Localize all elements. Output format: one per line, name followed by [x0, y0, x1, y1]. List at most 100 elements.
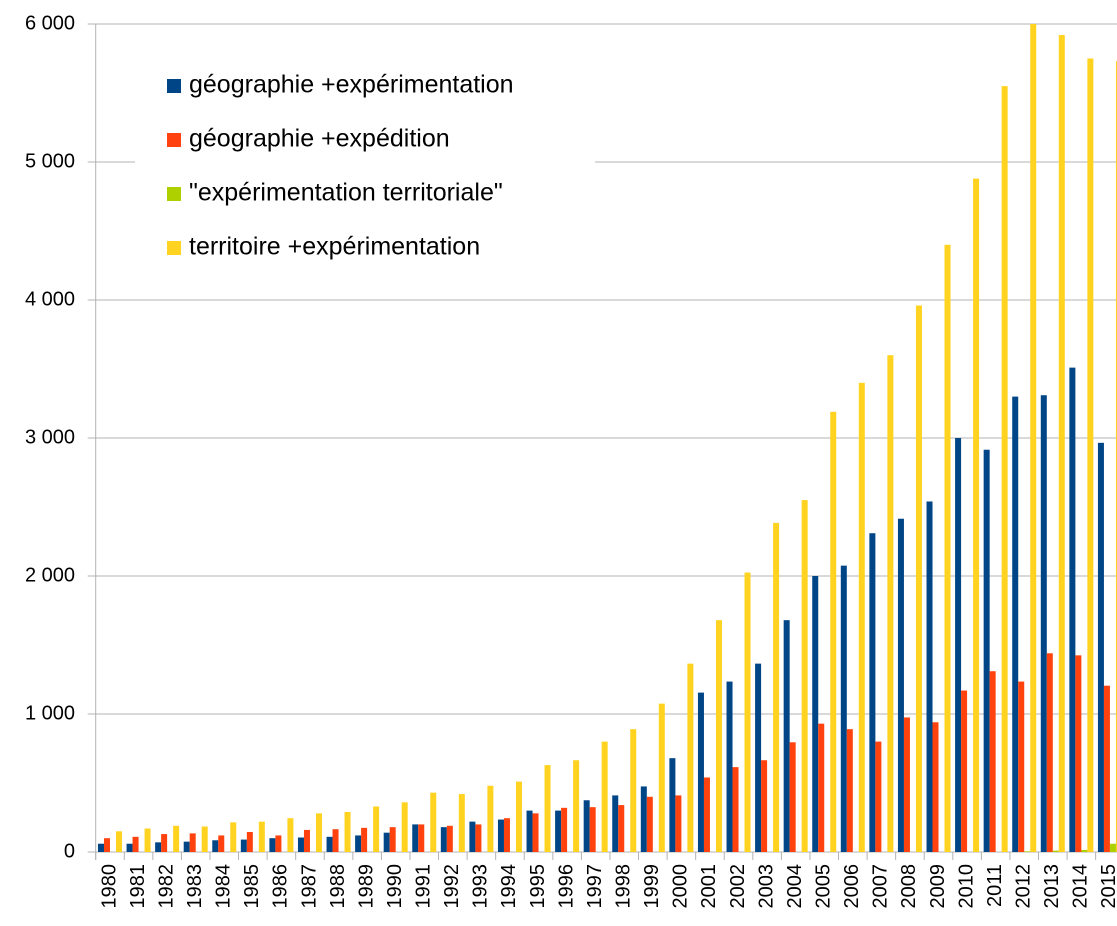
legend: géographie +expérimentation géographie +e… [167, 71, 514, 261]
bar [630, 729, 637, 852]
bar [389, 827, 396, 852]
bar [944, 244, 951, 853]
bar [373, 806, 380, 852]
x-tick-label: 1997 [584, 864, 606, 909]
bar [469, 821, 476, 852]
bar [675, 795, 682, 852]
x-tick-label: 1982 [155, 864, 177, 909]
y-tick-label: 3 000 [25, 426, 75, 448]
bar [230, 822, 237, 852]
bar [915, 305, 922, 852]
y-tick-label: 0 [64, 840, 75, 862]
bar [1046, 653, 1053, 852]
bar [155, 842, 162, 852]
bar [601, 741, 608, 852]
x-tick-label: 1993 [470, 864, 492, 909]
x-tick-label: 1981 [127, 864, 149, 909]
bar [1115, 61, 1117, 852]
bar [658, 703, 665, 852]
bar [761, 760, 768, 852]
bar [526, 810, 533, 852]
bar [326, 836, 333, 852]
bar [1058, 35, 1065, 853]
x-tick-label: 2014 [1070, 864, 1092, 909]
legend-label: géographie +expérimentation [189, 71, 514, 99]
x-tick-label: 2012 [1013, 864, 1035, 909]
bar [430, 792, 437, 852]
bar [830, 411, 837, 852]
bar [189, 833, 196, 852]
bar [161, 834, 168, 852]
x-tick-label: 2009 [927, 864, 949, 909]
bar [297, 837, 304, 852]
bar [458, 794, 465, 852]
bar [1030, 24, 1037, 852]
bar [532, 813, 539, 852]
bar [1001, 86, 1008, 853]
bar [246, 831, 253, 852]
bar [589, 807, 596, 852]
bar [961, 690, 968, 852]
x-tick-label: 1984 [213, 864, 235, 909]
bar [418, 824, 425, 852]
x-tick-label: 2003 [755, 864, 777, 909]
x-tick-label: 2008 [898, 864, 920, 909]
bar [497, 819, 504, 852]
bar [1018, 681, 1025, 852]
legend-label: "expérimentation territoriale" [189, 179, 503, 207]
x-tick-label: 2011 [984, 864, 1006, 907]
bar [869, 533, 876, 852]
bar [783, 620, 790, 852]
bar [173, 825, 180, 852]
x-tick-label: 1991 [413, 864, 435, 909]
bar [1052, 850, 1059, 852]
bar [1040, 395, 1047, 852]
bar [1097, 442, 1104, 852]
bar [218, 835, 225, 852]
bar [287, 818, 294, 852]
x-tick-label: 1987 [298, 864, 320, 909]
bar [612, 795, 619, 852]
bar [515, 781, 522, 852]
bar [144, 828, 151, 852]
bar [440, 827, 447, 852]
legend-swatch [167, 241, 181, 255]
bar [103, 838, 110, 852]
bar [132, 836, 139, 852]
x-tick-label: 2001 [698, 864, 720, 909]
x-tick-label: 1990 [384, 864, 406, 909]
bar [212, 840, 219, 852]
bar [773, 522, 780, 852]
legend-swatch [167, 187, 181, 201]
bar [315, 813, 322, 852]
legend-label: géographie +expédition [189, 125, 450, 153]
bar [687, 663, 694, 852]
x-tick-label: 2004 [784, 864, 806, 909]
bar [383, 832, 390, 852]
bar [1109, 843, 1116, 852]
bar [744, 572, 751, 852]
bar [669, 758, 676, 852]
bar [561, 807, 568, 852]
bar [1087, 58, 1094, 852]
bar [646, 796, 653, 852]
bar [183, 841, 190, 852]
x-tick-label: 2006 [841, 864, 863, 909]
x-tick-label: 2015 [1098, 864, 1117, 909]
bar [755, 663, 762, 852]
x-tick-label: 1988 [327, 864, 349, 909]
bar [97, 843, 104, 852]
bar [846, 729, 853, 852]
bar [932, 722, 939, 852]
bar [555, 810, 562, 852]
bar [1075, 655, 1082, 852]
y-tick-label: 1 000 [25, 702, 75, 724]
bar [732, 767, 739, 852]
x-tick-label: 1985 [241, 864, 263, 909]
bar [715, 620, 722, 852]
bar [703, 777, 710, 852]
bar [361, 827, 368, 852]
x-tick-label: 1996 [555, 864, 577, 909]
legend-swatch [167, 133, 181, 147]
